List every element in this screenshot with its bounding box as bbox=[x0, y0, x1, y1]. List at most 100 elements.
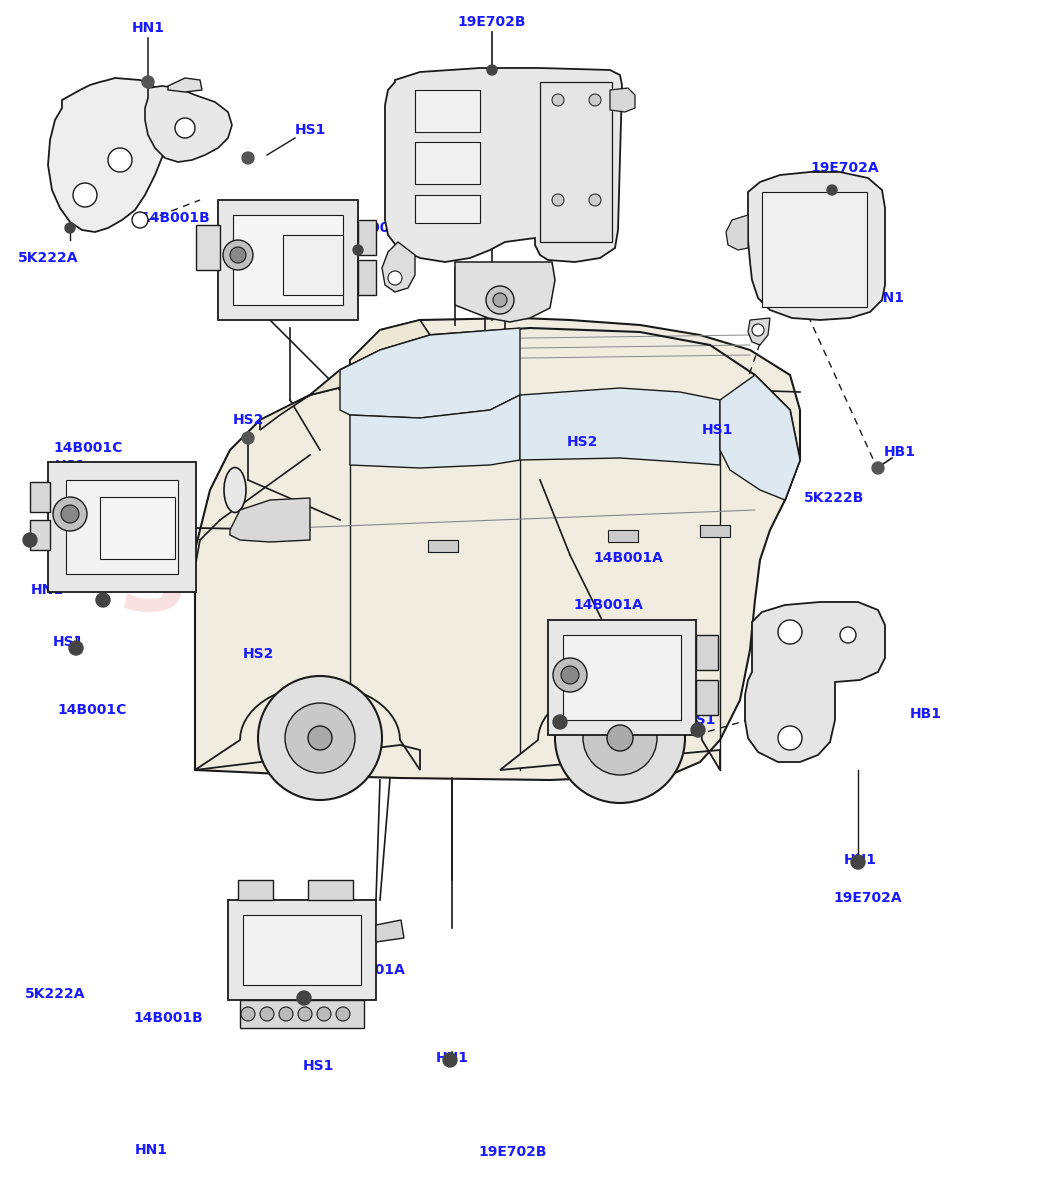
Circle shape bbox=[242, 152, 254, 164]
Circle shape bbox=[752, 324, 765, 336]
Circle shape bbox=[23, 533, 37, 547]
Text: HN1: HN1 bbox=[436, 1051, 468, 1066]
Polygon shape bbox=[340, 328, 520, 418]
Text: 14B001A: 14B001A bbox=[593, 551, 662, 565]
Circle shape bbox=[840, 626, 856, 643]
Text: 14B001A: 14B001A bbox=[336, 962, 405, 977]
Bar bbox=[218, 200, 358, 320]
Text: HN1: HN1 bbox=[131, 20, 165, 35]
Circle shape bbox=[778, 620, 802, 644]
Bar bbox=[243, 914, 361, 985]
Circle shape bbox=[555, 673, 685, 803]
Circle shape bbox=[388, 271, 402, 284]
Circle shape bbox=[308, 726, 332, 750]
Text: scuderia: scuderia bbox=[123, 527, 657, 634]
Polygon shape bbox=[168, 78, 202, 92]
Text: HN1: HN1 bbox=[28, 526, 62, 539]
Text: HS1: HS1 bbox=[702, 422, 733, 437]
Polygon shape bbox=[745, 602, 886, 762]
Bar bbox=[415, 90, 480, 132]
Circle shape bbox=[589, 194, 601, 206]
Circle shape bbox=[297, 991, 311, 1006]
Polygon shape bbox=[500, 685, 720, 770]
Text: HN1: HN1 bbox=[30, 583, 64, 598]
Bar bbox=[358, 260, 375, 295]
Circle shape bbox=[583, 701, 657, 775]
Text: HN1: HN1 bbox=[844, 853, 876, 866]
Polygon shape bbox=[748, 318, 770, 346]
Bar bbox=[415, 194, 480, 223]
Text: HS2: HS2 bbox=[547, 704, 578, 719]
Text: HS1: HS1 bbox=[285, 985, 316, 998]
Circle shape bbox=[298, 1007, 312, 1021]
Text: HN1: HN1 bbox=[135, 1142, 168, 1157]
Bar bbox=[228, 900, 375, 1000]
Polygon shape bbox=[385, 68, 622, 262]
Text: HB1: HB1 bbox=[911, 707, 942, 721]
Text: HS1: HS1 bbox=[287, 259, 318, 274]
Bar bbox=[283, 235, 343, 295]
Circle shape bbox=[561, 666, 579, 684]
Text: 5K222B: 5K222B bbox=[782, 648, 842, 662]
Text: 19E702A: 19E702A bbox=[810, 161, 879, 175]
Polygon shape bbox=[195, 685, 420, 770]
Ellipse shape bbox=[224, 468, 246, 512]
Bar bbox=[415, 142, 480, 184]
Polygon shape bbox=[748, 172, 886, 320]
Circle shape bbox=[132, 212, 148, 228]
Text: 19E702B: 19E702B bbox=[458, 14, 527, 29]
Text: HS1: HS1 bbox=[294, 122, 325, 137]
Bar bbox=[563, 635, 681, 720]
Circle shape bbox=[60, 505, 79, 523]
Bar bbox=[696, 635, 718, 670]
Text: 14B001B: 14B001B bbox=[141, 211, 210, 226]
Text: 19E702B: 19E702B bbox=[479, 1145, 548, 1159]
Circle shape bbox=[443, 1054, 457, 1067]
Circle shape bbox=[486, 286, 514, 314]
Text: 14B001A: 14B001A bbox=[340, 221, 410, 235]
Bar bbox=[428, 540, 458, 552]
Polygon shape bbox=[145, 86, 232, 162]
Bar bbox=[233, 215, 343, 305]
Circle shape bbox=[336, 1007, 350, 1021]
Circle shape bbox=[96, 593, 110, 607]
Circle shape bbox=[278, 1007, 293, 1021]
Circle shape bbox=[552, 94, 564, 106]
Circle shape bbox=[607, 725, 633, 751]
Bar bbox=[30, 482, 50, 512]
Text: 14B001C: 14B001C bbox=[53, 440, 123, 455]
Polygon shape bbox=[48, 78, 168, 232]
Polygon shape bbox=[238, 880, 273, 900]
Bar bbox=[66, 480, 178, 574]
Text: 5K222A: 5K222A bbox=[18, 251, 78, 265]
Text: HS1: HS1 bbox=[55, 458, 87, 473]
Bar bbox=[548, 620, 696, 734]
Circle shape bbox=[553, 715, 567, 728]
Polygon shape bbox=[382, 242, 415, 292]
Circle shape bbox=[53, 497, 87, 530]
Polygon shape bbox=[610, 88, 635, 112]
Text: HS1: HS1 bbox=[302, 1058, 334, 1073]
Text: 19E702A: 19E702A bbox=[833, 890, 902, 905]
Circle shape bbox=[285, 703, 355, 773]
Polygon shape bbox=[455, 262, 555, 322]
Circle shape bbox=[241, 1007, 254, 1021]
Bar bbox=[100, 497, 175, 559]
Bar bbox=[48, 462, 196, 592]
Polygon shape bbox=[726, 215, 748, 250]
Text: HB1: HB1 bbox=[884, 445, 916, 458]
Circle shape bbox=[872, 462, 884, 474]
Circle shape bbox=[108, 148, 132, 172]
Text: 14B001C: 14B001C bbox=[57, 703, 126, 718]
Circle shape bbox=[552, 194, 564, 206]
Circle shape bbox=[242, 432, 254, 444]
Bar bbox=[540, 82, 612, 242]
Circle shape bbox=[493, 293, 507, 307]
Text: 14B001A: 14B001A bbox=[573, 598, 642, 612]
Polygon shape bbox=[195, 318, 800, 780]
Circle shape bbox=[487, 65, 498, 74]
Bar bbox=[608, 530, 638, 542]
Circle shape bbox=[317, 1007, 331, 1021]
Bar bbox=[30, 520, 50, 550]
Bar bbox=[358, 220, 375, 254]
